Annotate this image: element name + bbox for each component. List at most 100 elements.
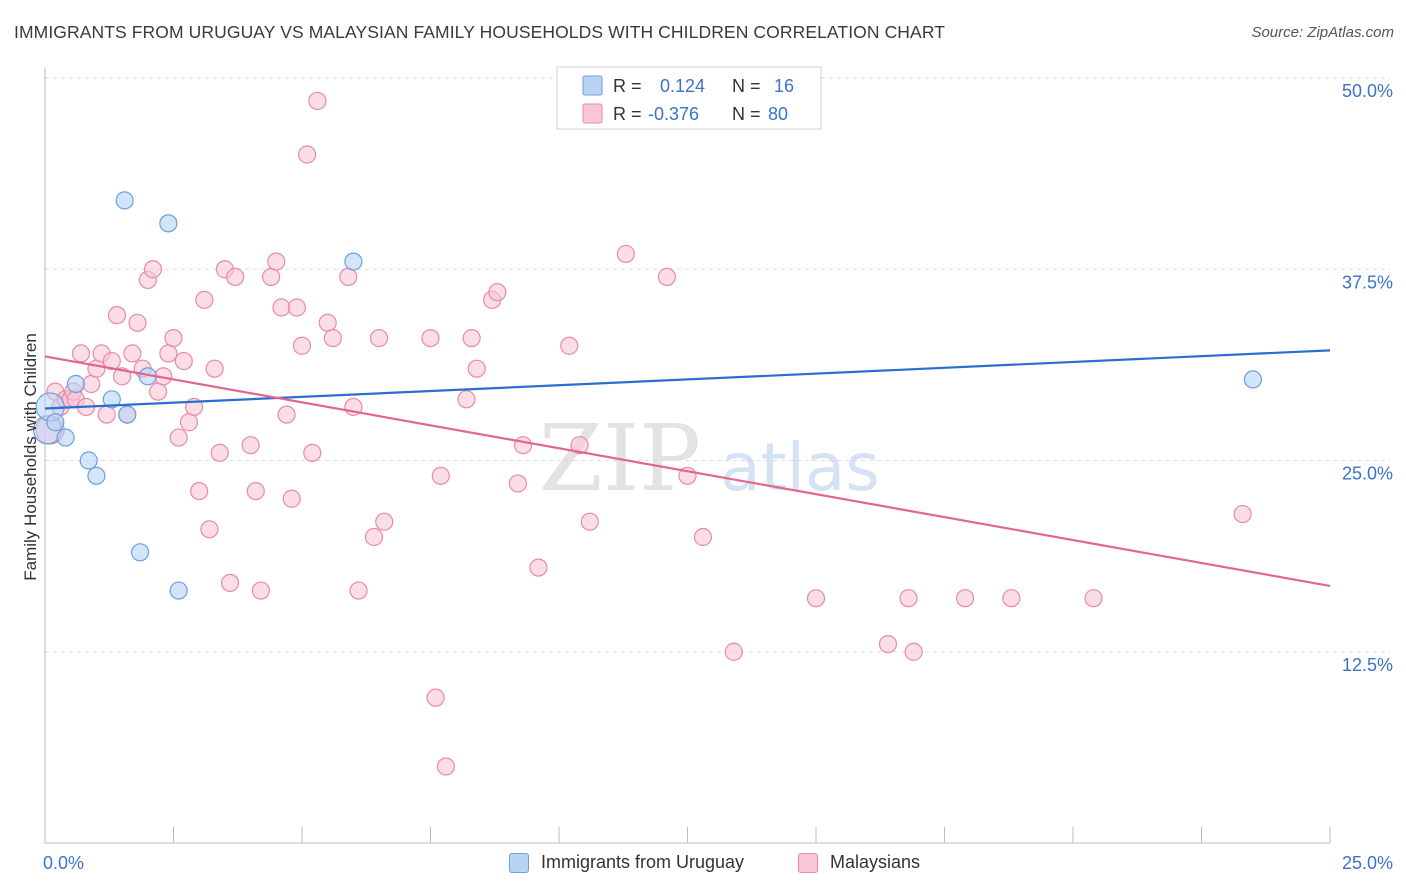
malaysian-point xyxy=(488,283,507,302)
malaysian-point xyxy=(508,474,527,493)
malaysian-point xyxy=(513,436,533,455)
source-label: Source: ZipAtlas.com xyxy=(1251,24,1394,41)
uruguay-point xyxy=(118,405,137,424)
malaysian-point xyxy=(657,267,677,286)
legend-item-uruguay: Immigrants from Uruguay xyxy=(509,852,744,873)
uruguay-point xyxy=(46,413,65,432)
malaysian-point xyxy=(878,634,898,654)
malaysian-point xyxy=(421,329,440,348)
malaysian-point xyxy=(693,527,713,547)
malaysian-point xyxy=(431,466,450,485)
series-legend: Immigrants from Uruguay Malaysians xyxy=(0,852,1406,878)
legend-n-label-malaysian: N = xyxy=(732,104,761,124)
uruguay-point xyxy=(344,252,363,271)
malaysian-point xyxy=(806,589,826,608)
malaysian-point xyxy=(220,573,240,593)
malaysian-point xyxy=(97,405,116,424)
legend-n-value-uruguay: 16 xyxy=(774,76,794,96)
uruguay-point xyxy=(159,214,178,233)
malaysian-point xyxy=(308,91,327,111)
malaysian-trend-line xyxy=(44,355,1331,588)
malaysian-point xyxy=(1084,589,1103,608)
y-tick-label-0: 12.5% xyxy=(1342,655,1393,675)
malaysian-point xyxy=(272,298,291,317)
x-tick-label-1: 25.0% xyxy=(1342,853,1393,873)
trend-lines xyxy=(44,349,1331,588)
malaysian-point xyxy=(148,382,168,401)
legend-n-value-malaysian: 80 xyxy=(768,104,788,124)
malaysian-point xyxy=(205,359,224,378)
uruguay-point xyxy=(79,451,98,470)
y-tick-label-2: 37.5% xyxy=(1342,272,1393,292)
malaysian-point xyxy=(128,313,147,332)
malaysian-point xyxy=(190,482,209,501)
malaysian-point xyxy=(339,267,358,286)
malaysian-point xyxy=(246,482,265,501)
malaysian-point xyxy=(298,145,317,164)
x-tick-labels: 0.0% 25.0% xyxy=(43,853,1393,873)
uruguay-trend-line xyxy=(44,349,1331,410)
malaysian-point xyxy=(292,336,312,355)
series-malaysians xyxy=(35,91,1252,776)
malaysian-point xyxy=(349,581,368,600)
legend-r-value-malaysian: -0.376 xyxy=(648,104,699,124)
uruguay-point xyxy=(87,466,106,485)
uruguay-point xyxy=(1243,370,1263,389)
malaysian-point xyxy=(560,336,579,355)
malaysian-point xyxy=(241,436,260,455)
malaysian-point xyxy=(370,329,389,348)
malaysian-point xyxy=(462,329,481,348)
malaysian-point xyxy=(529,558,548,577)
uruguay-point xyxy=(66,374,85,394)
malaysian-point xyxy=(102,351,121,371)
uruguay-point xyxy=(56,428,75,447)
y-tick-label-1: 25.0% xyxy=(1342,464,1393,484)
malaysian-point xyxy=(164,329,183,348)
malaysian-point xyxy=(323,329,342,348)
legend-swatch-malaysian xyxy=(582,103,603,124)
grid-lines xyxy=(45,77,1390,653)
legend-r-label-uruguay: R = xyxy=(613,76,642,96)
malaysian-point xyxy=(123,344,142,363)
malaysian-point xyxy=(467,359,486,378)
malaysian-point xyxy=(904,642,923,661)
malaysian-point xyxy=(277,405,296,424)
malaysian-point xyxy=(169,428,188,447)
malaysian-point xyxy=(457,390,476,409)
x-tick-label-0: 0.0% xyxy=(43,853,84,873)
malaysian-point xyxy=(282,489,301,508)
malaysian-point xyxy=(375,512,394,531)
malaysian-point xyxy=(87,359,106,378)
malaysian-point xyxy=(267,252,286,271)
series-uruguay xyxy=(32,191,1263,600)
legend-swatch-malaysians-bottom xyxy=(798,852,818,873)
malaysian-point xyxy=(364,527,384,547)
axes xyxy=(44,68,1331,844)
malaysian-point xyxy=(303,443,322,462)
malaysian-point xyxy=(955,589,975,608)
malaysian-point xyxy=(174,351,193,371)
malaysian-point xyxy=(143,260,163,279)
malaysian-point xyxy=(251,581,270,600)
malaysian-point xyxy=(82,374,101,394)
y-axis-label: Family Households with Children xyxy=(21,333,40,581)
malaysian-point xyxy=(318,313,337,332)
legend-swatch-uruguay-bottom xyxy=(509,852,529,873)
legend-swatch-uruguay xyxy=(582,75,603,96)
malaysian-point xyxy=(436,757,456,776)
uruguay-point xyxy=(130,543,150,562)
malaysian-point xyxy=(570,436,589,455)
malaysian-point xyxy=(426,688,445,707)
malaysian-point xyxy=(195,290,214,309)
stats-legend: R = 0.124 N = 16 R = -0.376 N = 80 xyxy=(556,66,822,130)
malaysian-point xyxy=(287,298,306,317)
malaysian-point xyxy=(71,344,91,363)
legend-r-value-uruguay: 0.124 xyxy=(660,76,705,96)
malaysian-point xyxy=(616,244,635,264)
legend-label-uruguay: Immigrants from Uruguay xyxy=(541,852,745,872)
malaysian-point xyxy=(1233,504,1252,524)
malaysian-point xyxy=(210,443,229,462)
malaysian-point xyxy=(1002,589,1021,608)
watermark-atlas: atlas xyxy=(720,429,880,506)
